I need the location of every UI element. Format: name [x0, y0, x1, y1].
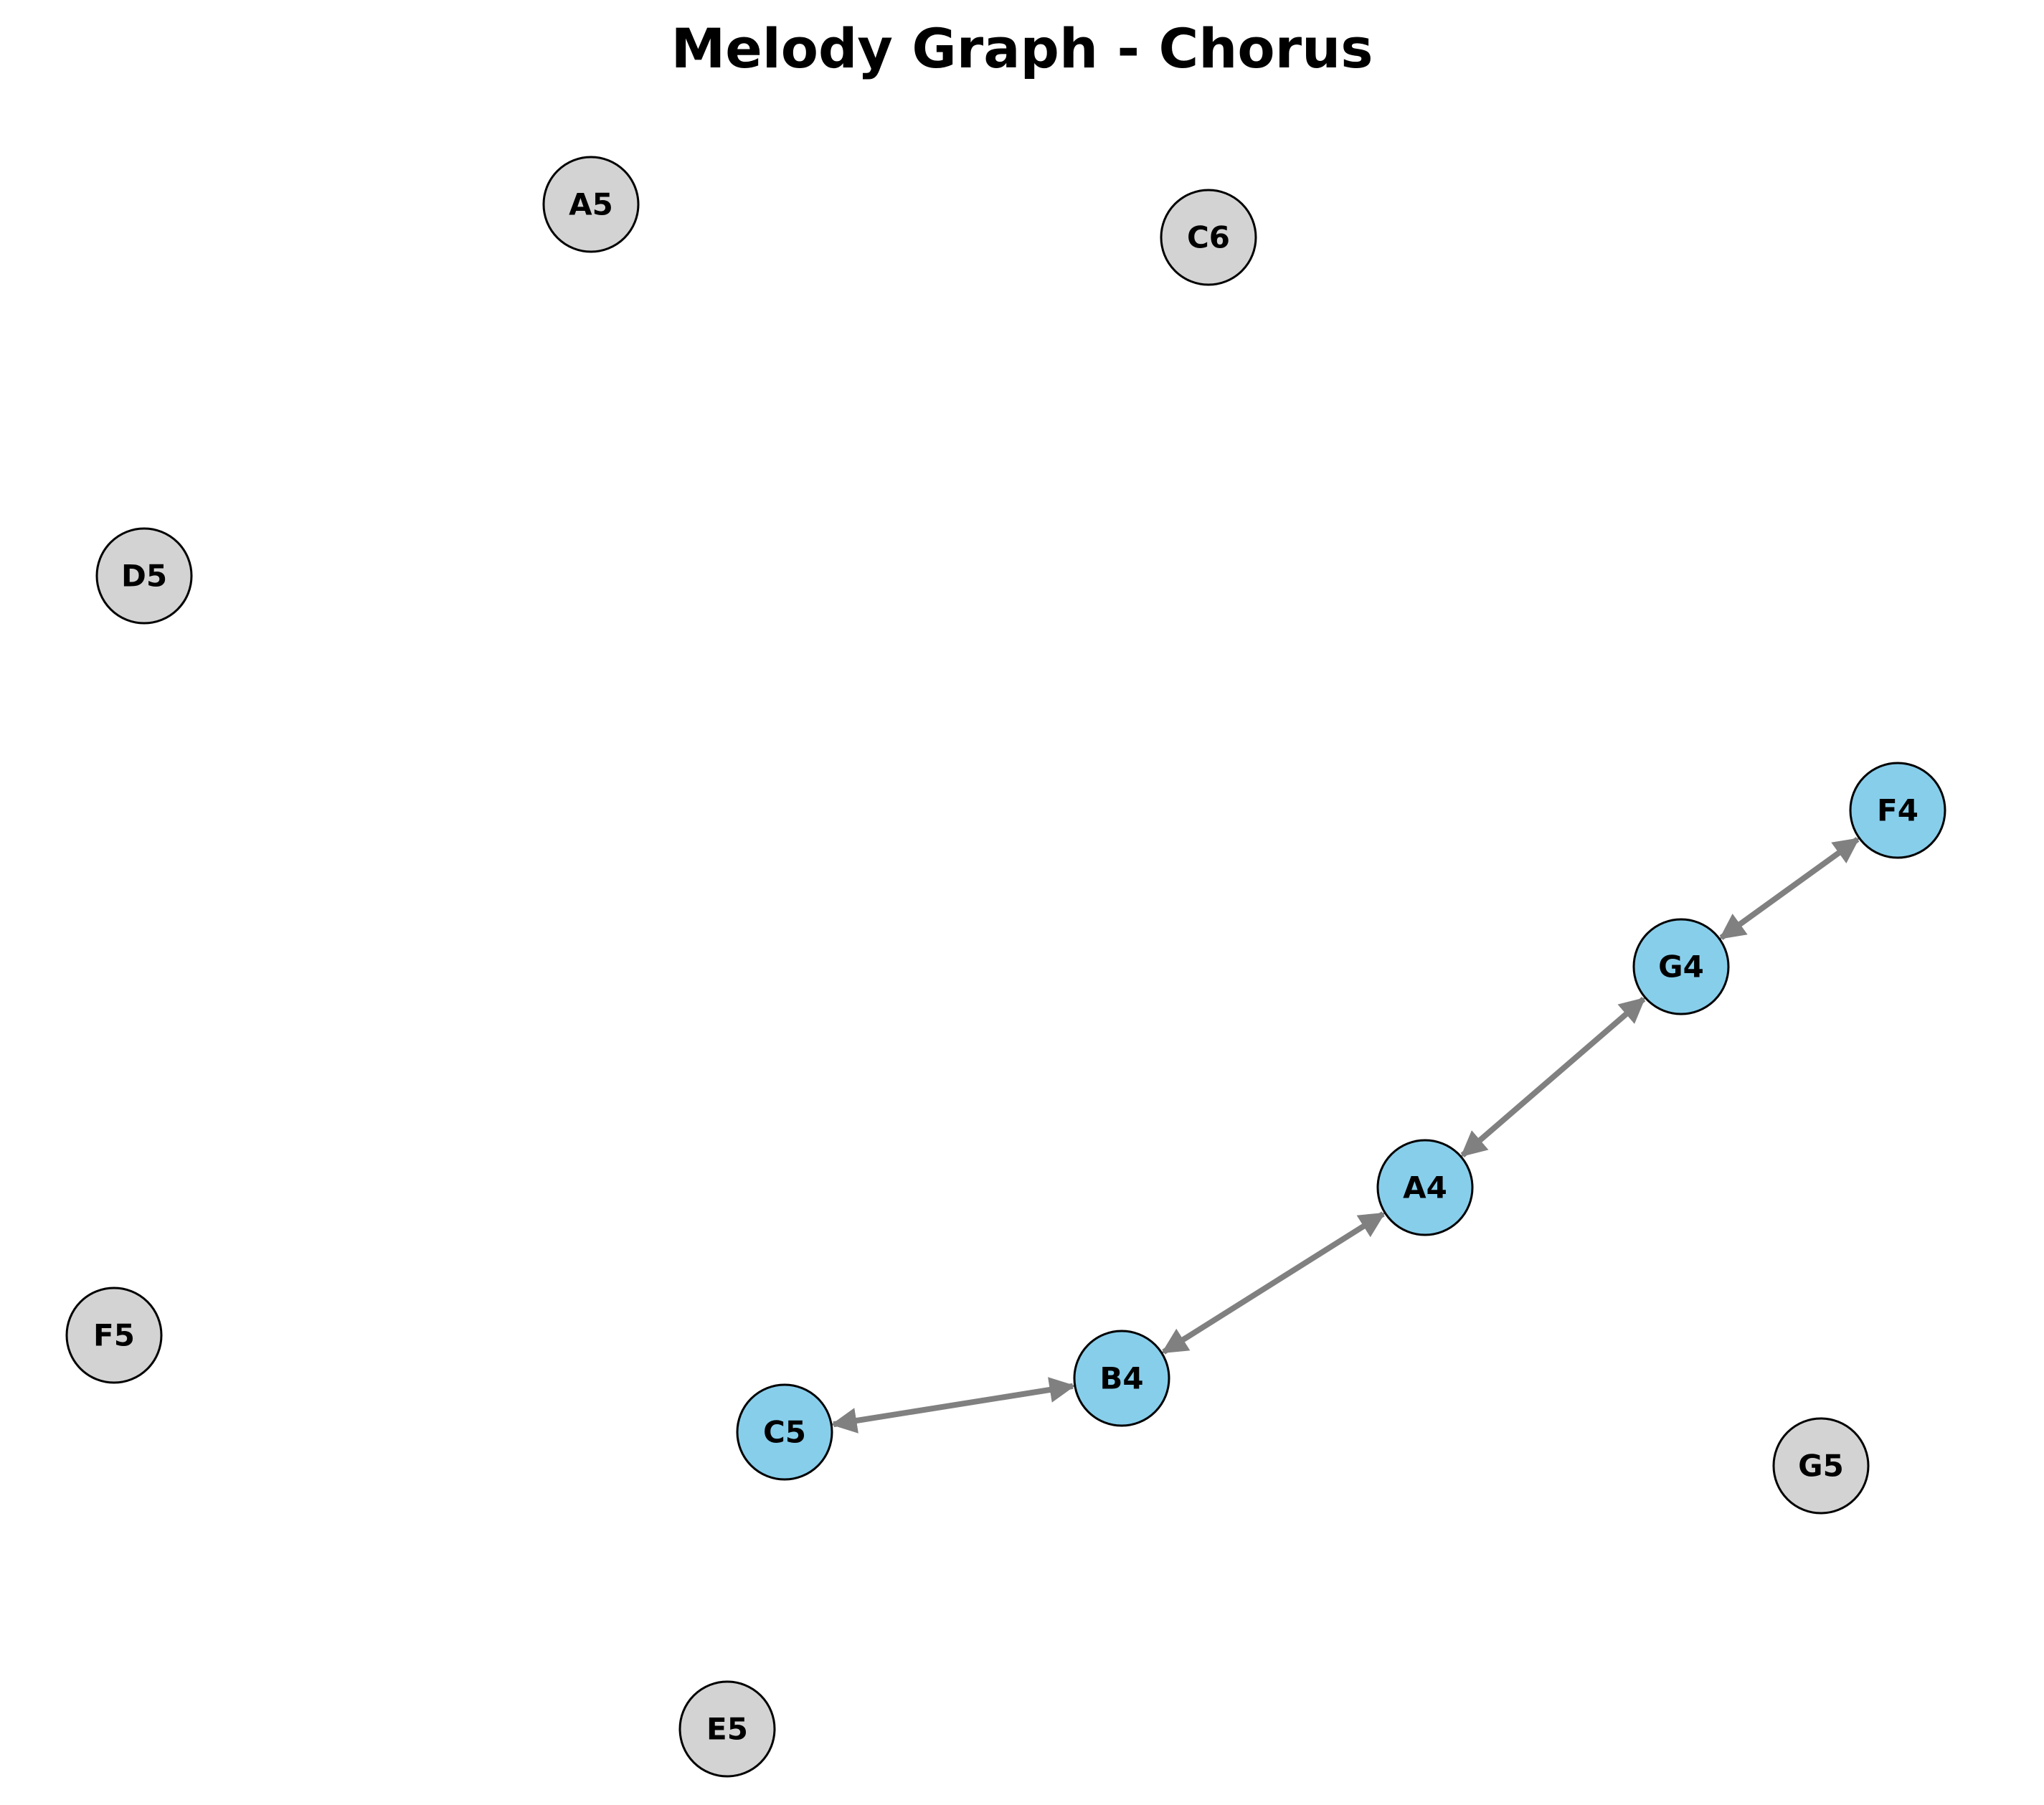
edges-layer — [831, 837, 1860, 1434]
edge-C5-B4 — [831, 1377, 1076, 1434]
node-circle-G5 — [1772, 1417, 1870, 1515]
node-label-G4: G4 — [1658, 949, 1704, 985]
node-F4: F4 — [1849, 762, 1946, 859]
node-A5: A5 — [542, 156, 640, 253]
node-C5: C5 — [736, 1383, 833, 1481]
node-G5: G5 — [1772, 1417, 1870, 1515]
node-label-E5: E5 — [706, 1712, 748, 1747]
node-label-B4: B4 — [1099, 1361, 1143, 1396]
node-circle-C6 — [1160, 189, 1257, 286]
node-circle-A5 — [542, 156, 640, 253]
edge-B4-A4 — [1161, 1211, 1386, 1355]
node-label-A5: A5 — [569, 187, 613, 222]
node-G4: G4 — [1632, 918, 1730, 1015]
node-A4: A4 — [1376, 1139, 1474, 1236]
node-D5: D5 — [95, 527, 193, 625]
node-E5: E5 — [678, 1680, 776, 1778]
node-label-F5: F5 — [93, 1318, 135, 1353]
nodes-layer: A5 C6 D5 F4 G4 A4 F5 B4 C5 G5 E5 — [65, 156, 1946, 1778]
node-label-C5: C5 — [763, 1415, 806, 1450]
node-B4: B4 — [1073, 1330, 1170, 1427]
node-F5: F5 — [65, 1287, 163, 1384]
graph-title: Melody Graph - Chorus — [671, 16, 1373, 80]
edge-G4-F4 — [1719, 837, 1860, 940]
node-circle-G4 — [1632, 918, 1730, 1015]
node-circle-F5 — [65, 1287, 163, 1384]
edge-A4-G4 — [1460, 997, 1646, 1157]
node-circle-F4 — [1849, 762, 1946, 859]
node-C6: C6 — [1160, 189, 1257, 286]
node-circle-D5 — [95, 527, 193, 625]
node-circle-E5 — [678, 1680, 776, 1778]
node-circle-C5 — [736, 1383, 833, 1481]
node-label-F4: F4 — [1877, 793, 1918, 828]
node-circle-A4 — [1376, 1139, 1474, 1236]
node-circle-B4 — [1073, 1330, 1170, 1427]
node-label-C6: C6 — [1187, 220, 1230, 255]
node-label-A4: A4 — [1403, 1170, 1447, 1205]
node-label-G5: G5 — [1798, 1449, 1844, 1484]
node-label-D5: D5 — [121, 559, 167, 594]
